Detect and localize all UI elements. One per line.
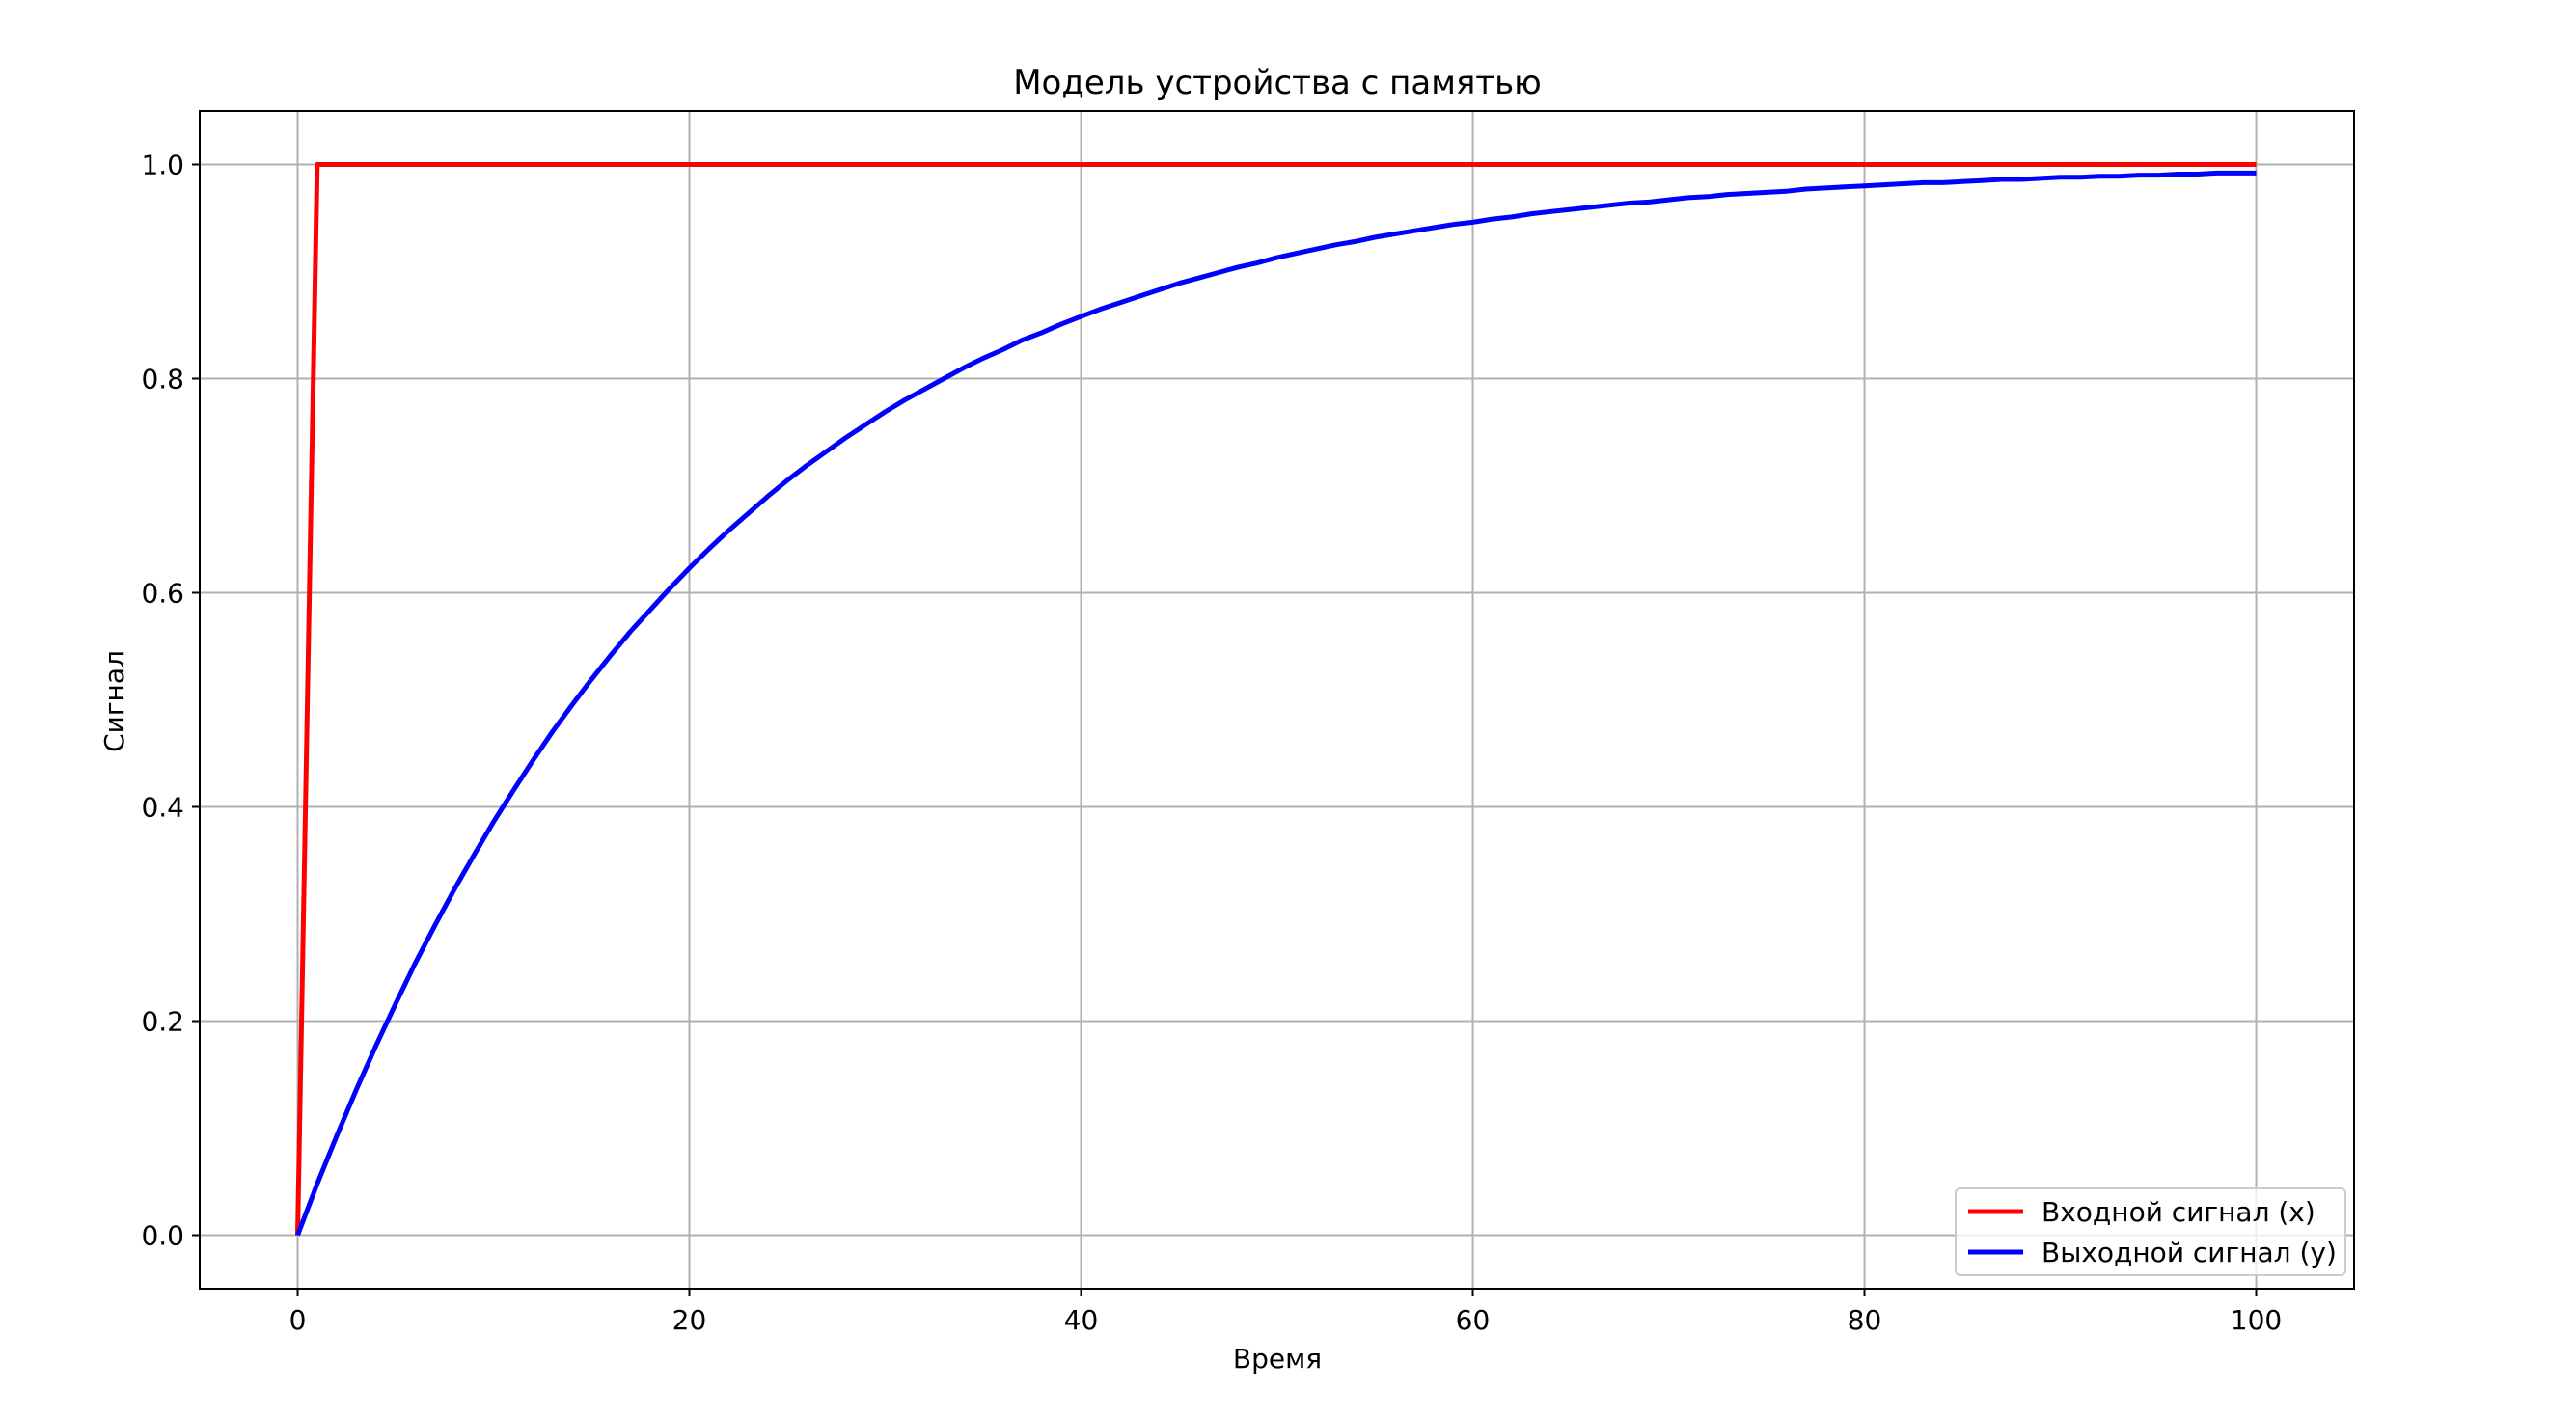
x-tick-label: 40 [1064,1304,1099,1336]
legend-label-input: Входной сигнал (x) [2042,1196,2316,1228]
series-lines [295,162,2257,1237]
x-tick-label: 100 [2231,1304,2282,1336]
series-line-1 [295,170,2257,1237]
legend-box [1955,1187,2346,1276]
y-tick-label: 0.2 [141,1006,184,1038]
x-tick-label: 0 [289,1304,307,1336]
y-tick-label: 0.4 [141,792,184,824]
y-tick-label: 1.0 [141,150,184,181]
x-axis-label: Время [1233,1343,1322,1375]
x-tick-label: 60 [1456,1304,1491,1336]
y-tick-label: 0.0 [141,1220,184,1252]
ticks: 0 20 40 60 80 100 0.0 0.2 0.4 0.6 0.8 1.0 [141,150,2282,1337]
y-axis-label: Сигнал [98,650,130,752]
y-tick-label: 0.6 [141,578,184,610]
legend: Входной сигнал (x) Выходной сигнал (y) [1955,1187,2346,1276]
axes-frame [199,110,2355,1290]
legend-label-output: Выходной сигнал (y) [2042,1237,2337,1268]
series-line-0 [295,162,2257,1236]
chart-title: Модель устройства с памятью [1013,64,1542,102]
y-tick-label: 0.8 [141,364,184,395]
x-tick-label: 80 [1848,1304,1882,1336]
x-tick-label: 20 [672,1304,707,1336]
